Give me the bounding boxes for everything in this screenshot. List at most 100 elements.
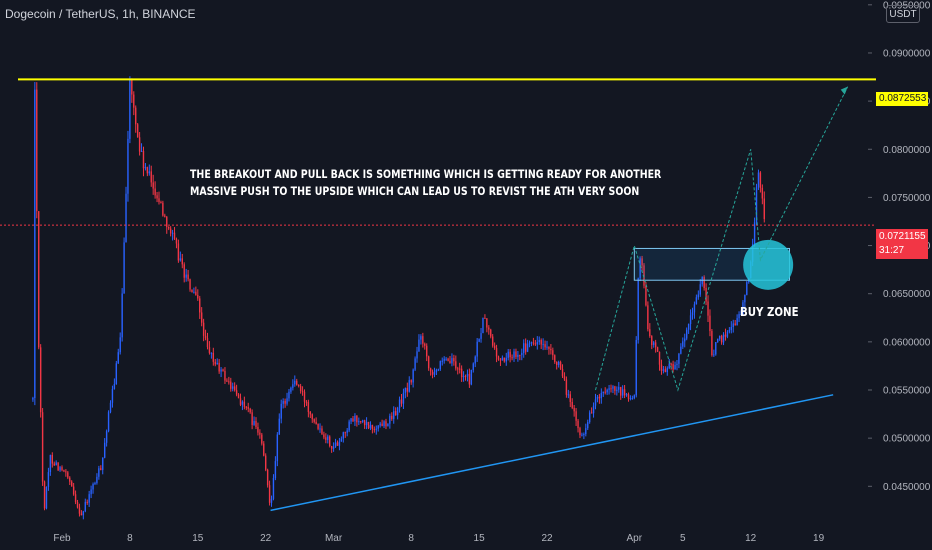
candle-body bbox=[109, 402, 112, 413]
candle-body bbox=[309, 411, 312, 415]
candle-body bbox=[563, 376, 566, 380]
candle-body bbox=[290, 387, 292, 392]
candle-body bbox=[191, 289, 193, 293]
symbol-title[interactable]: Dogecoin / TetherUS, 1h, BINANCE bbox=[5, 7, 196, 21]
candle-body bbox=[381, 423, 383, 427]
candle-body bbox=[393, 411, 395, 419]
candle-body bbox=[705, 287, 707, 302]
candle-body bbox=[546, 346, 548, 348]
buy-zone-label: BUY ZONE bbox=[740, 305, 799, 319]
candle-body bbox=[69, 477, 71, 482]
candle-body bbox=[414, 358, 416, 370]
time-tick-label: 22 bbox=[541, 533, 553, 544]
candle-body bbox=[288, 391, 290, 399]
candle-body bbox=[232, 386, 234, 389]
projection-path bbox=[595, 86, 849, 392]
candle-body bbox=[358, 421, 360, 423]
candle-body bbox=[420, 336, 422, 340]
candle-body bbox=[697, 294, 700, 298]
candle-body bbox=[84, 501, 86, 512]
candle-body bbox=[171, 232, 174, 234]
candle-body bbox=[559, 361, 562, 369]
candle-body bbox=[45, 486, 48, 509]
candle-body bbox=[410, 380, 412, 383]
candle-body bbox=[424, 343, 426, 346]
currency-badge[interactable]: USDT bbox=[886, 5, 920, 23]
candle-body bbox=[453, 358, 455, 362]
candle-body bbox=[478, 338, 480, 342]
candle-body bbox=[103, 442, 106, 458]
candle-body bbox=[327, 436, 329, 440]
candle-body bbox=[34, 89, 36, 399]
candle-body bbox=[274, 461, 277, 479]
candle-body bbox=[488, 327, 490, 330]
candle-body bbox=[138, 137, 141, 152]
candle-body bbox=[730, 326, 732, 331]
candle-body bbox=[257, 427, 259, 433]
candle-body bbox=[385, 421, 387, 427]
candle-body bbox=[602, 391, 604, 394]
candle-body bbox=[685, 329, 688, 339]
candle-body bbox=[722, 334, 725, 343]
candle-body bbox=[620, 386, 622, 396]
candle-body bbox=[233, 386, 236, 391]
candle-body bbox=[387, 423, 389, 427]
candle-body bbox=[313, 419, 315, 422]
candle-body bbox=[548, 346, 550, 349]
candle-body bbox=[684, 338, 686, 342]
candle-body bbox=[284, 401, 286, 404]
candle-body bbox=[146, 167, 149, 174]
candle-body bbox=[181, 258, 183, 265]
candle-body bbox=[187, 274, 189, 280]
candle-body bbox=[524, 343, 527, 352]
candle-body bbox=[92, 484, 94, 490]
time-axis[interactable]: Feb 8 15 22 Mar 8 15 22 Apr 5 12 19 bbox=[53, 533, 824, 544]
candle-body bbox=[365, 422, 368, 426]
candle-body bbox=[363, 420, 366, 426]
candle-body bbox=[687, 324, 690, 330]
candle-body bbox=[499, 359, 502, 361]
candle-body bbox=[717, 338, 719, 342]
candle-body bbox=[426, 345, 428, 357]
candle-body bbox=[443, 358, 445, 361]
candle-body bbox=[338, 441, 341, 446]
candle-body bbox=[616, 389, 618, 391]
candle-body bbox=[216, 362, 218, 365]
candle-body bbox=[185, 274, 187, 278]
candle-body bbox=[579, 428, 581, 436]
candle-body bbox=[88, 494, 90, 503]
candle-body bbox=[175, 239, 178, 244]
candle-body bbox=[323, 434, 325, 438]
candle-body bbox=[166, 216, 168, 228]
candle-body bbox=[406, 387, 409, 392]
candle-body bbox=[237, 394, 240, 399]
time-tick-label: 5 bbox=[680, 533, 686, 544]
candle-body bbox=[362, 420, 364, 422]
candle-body bbox=[398, 399, 401, 408]
candle-body bbox=[210, 352, 213, 354]
candle-body bbox=[571, 401, 573, 408]
candle-body bbox=[715, 341, 717, 355]
candle-body bbox=[534, 343, 537, 345]
candle-body bbox=[315, 421, 317, 424]
candle-body bbox=[119, 337, 121, 353]
candle-body bbox=[76, 501, 79, 508]
candle-body bbox=[476, 341, 478, 357]
candle-body bbox=[521, 352, 523, 356]
candle-body bbox=[635, 339, 637, 396]
candle-body bbox=[495, 348, 498, 357]
candle-body bbox=[629, 398, 632, 400]
price-tick-label: 0.0900000 bbox=[883, 48, 931, 59]
candle-body bbox=[270, 498, 273, 503]
candle-body bbox=[230, 381, 232, 389]
candle-body bbox=[470, 369, 473, 385]
candle-body bbox=[179, 258, 182, 261]
candle-body bbox=[744, 294, 746, 303]
candle-body bbox=[464, 376, 467, 378]
candle-body bbox=[445, 358, 447, 360]
candle-body bbox=[709, 315, 711, 332]
time-tick-label: 12 bbox=[745, 533, 757, 544]
candle-body bbox=[755, 187, 758, 223]
candle-body bbox=[330, 445, 333, 449]
